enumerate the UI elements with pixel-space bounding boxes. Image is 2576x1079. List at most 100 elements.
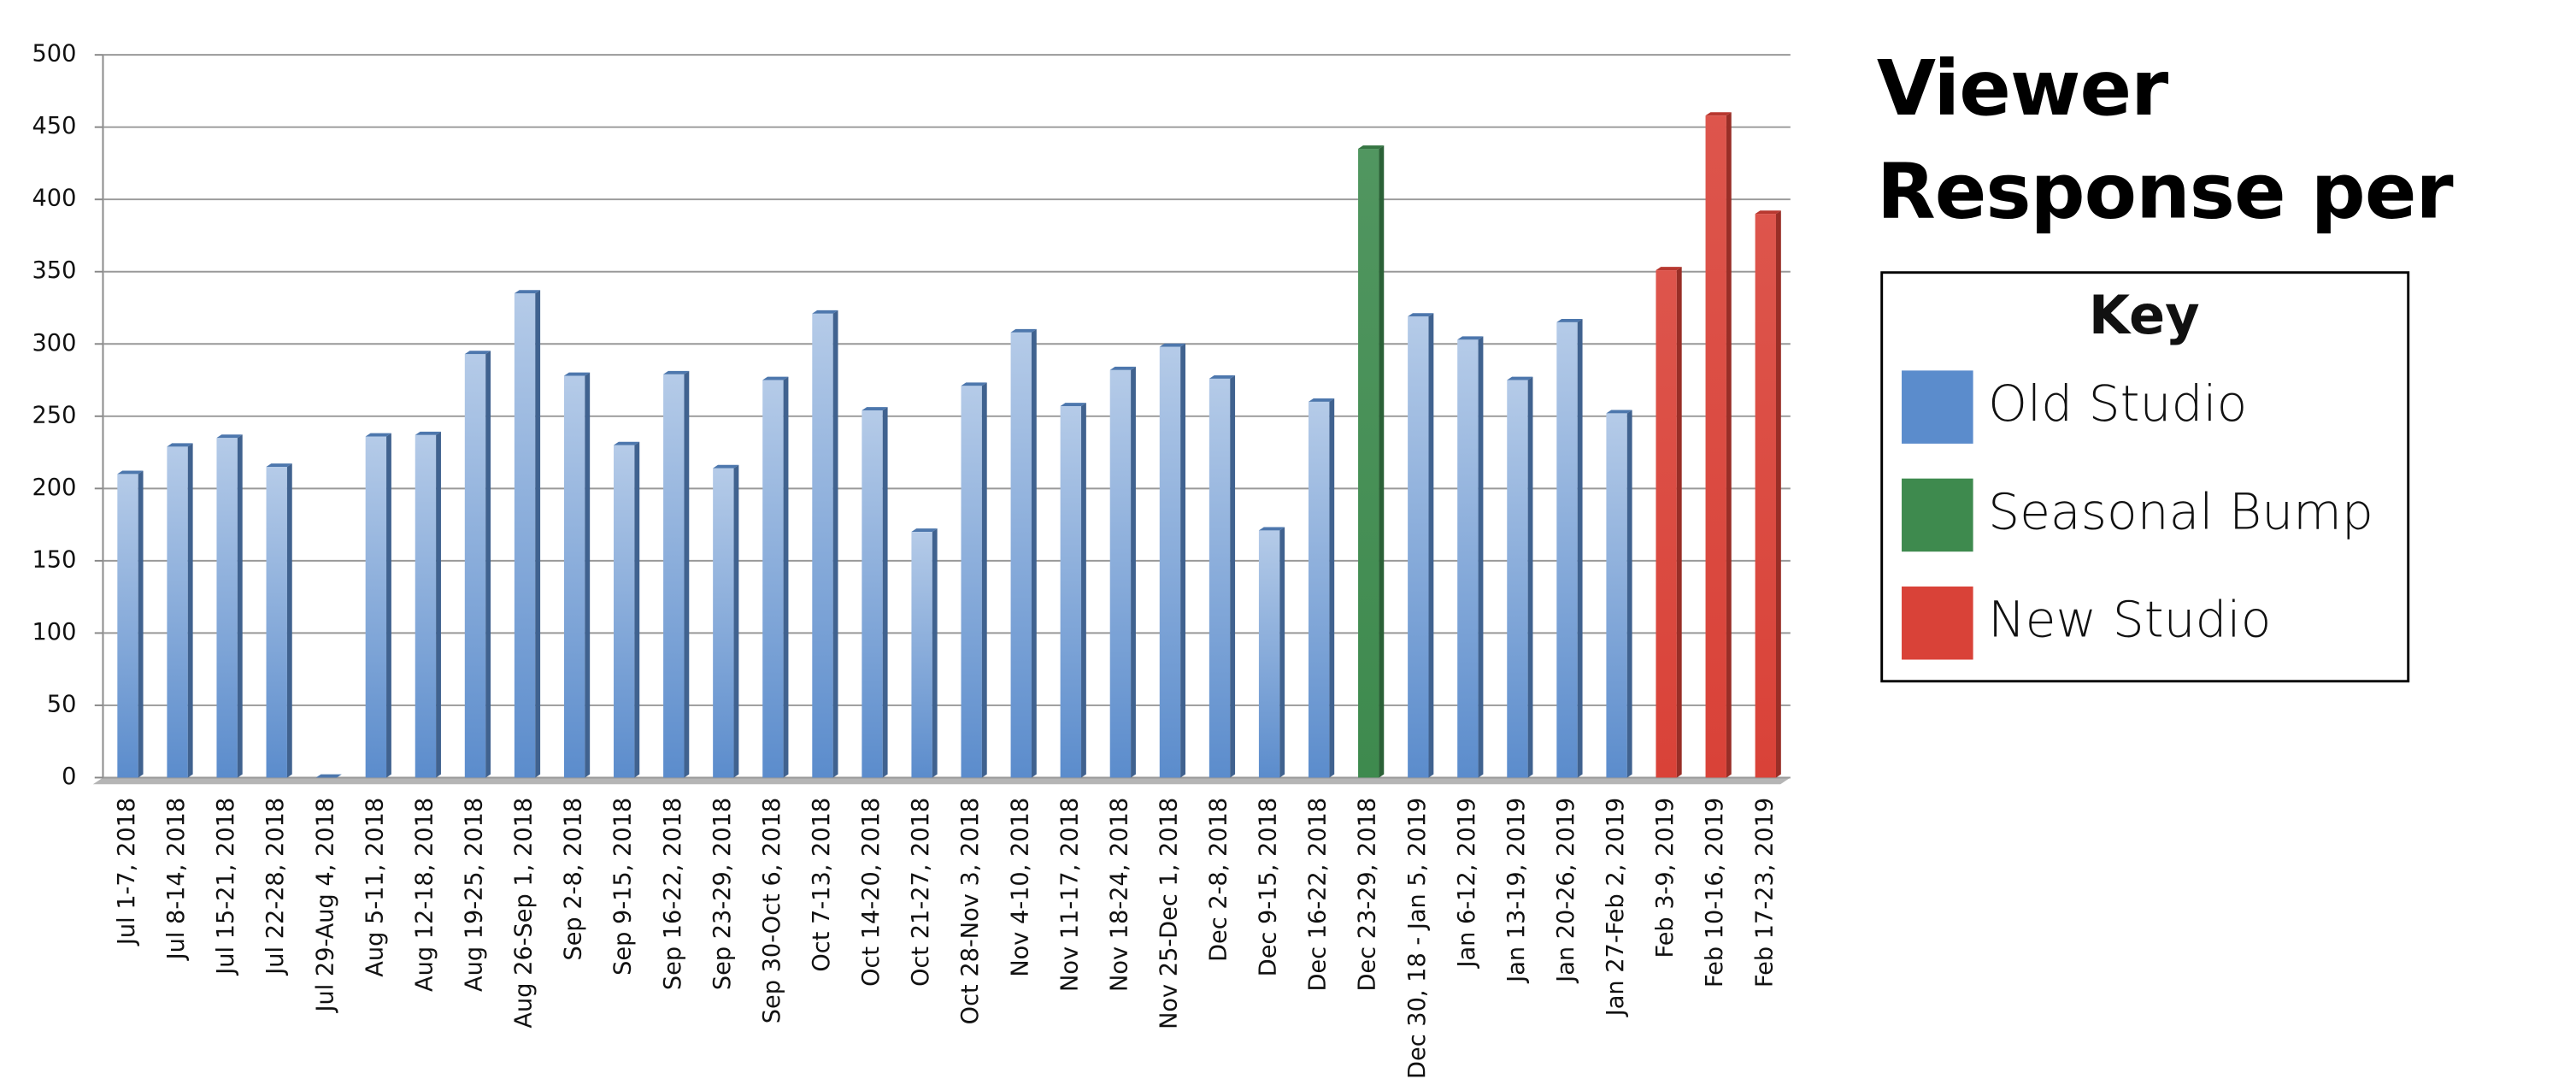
- bar: [216, 438, 238, 778]
- x-tick-label: Feb 17-23, 2019: [1751, 798, 1778, 988]
- bar: [1159, 346, 1181, 778]
- y-tick-label: 0: [62, 764, 76, 790]
- bar-side: [1379, 145, 1385, 778]
- bar-top: [1308, 398, 1335, 402]
- x-tick-label: Feb 3-9, 2019: [1652, 798, 1679, 958]
- bar-top: [563, 372, 591, 376]
- bar-top: [1556, 319, 1583, 322]
- bar-top: [1606, 410, 1632, 414]
- x-tick-label: Dec 16-22, 2018: [1305, 798, 1332, 992]
- bar-side: [585, 372, 591, 778]
- legend-label: Seasonal Bump: [1988, 482, 2373, 540]
- bar-side: [1775, 210, 1781, 778]
- bar-top: [862, 407, 888, 411]
- floor: [92, 777, 1791, 785]
- legend-title: Key: [2089, 284, 2200, 346]
- bar: [1656, 270, 1677, 778]
- bar-top: [614, 441, 640, 445]
- bar: [1258, 530, 1280, 778]
- bar-top: [415, 431, 441, 435]
- x-tick-label: Jan 27-Feb 2, 2019: [1603, 798, 1629, 1018]
- bar-side: [187, 443, 193, 778]
- y-tick-label: 450: [32, 113, 76, 139]
- x-tick-label: Dec 2-8, 2018: [1206, 798, 1232, 962]
- bar-side: [386, 433, 391, 778]
- bar-top: [1258, 527, 1285, 531]
- bar-side: [684, 370, 690, 778]
- bar: [1705, 115, 1726, 778]
- bar-side: [1527, 376, 1533, 778]
- bar-side: [237, 434, 243, 778]
- bar-top: [1755, 210, 1781, 215]
- y-tick-label: 50: [47, 691, 77, 717]
- x-tick-label: Dec 30, 18 - Jan 5, 2019: [1404, 798, 1431, 1079]
- x-tick-label: Aug 19-25, 2018: [462, 798, 488, 992]
- bar: [961, 386, 982, 778]
- bar-top: [1507, 376, 1533, 380]
- bar: [1308, 401, 1330, 778]
- bar-side: [1478, 336, 1484, 778]
- bar-side: [1577, 319, 1583, 778]
- bar: [1408, 316, 1429, 778]
- bar-side: [1279, 527, 1285, 778]
- bar: [1755, 214, 1776, 778]
- bar-side: [1329, 398, 1335, 778]
- bar-side: [1726, 112, 1732, 778]
- x-tick-label: Jan 6-12, 2019: [1454, 798, 1480, 970]
- bar-top: [1109, 366, 1136, 370]
- bar: [1358, 149, 1379, 778]
- bar-top: [464, 351, 491, 355]
- bar-top: [762, 376, 789, 380]
- bar-top: [1060, 403, 1086, 406]
- x-tick-label: Oct 28-Nov 3, 2018: [957, 798, 984, 1025]
- legend-swatch: [1902, 586, 1973, 660]
- bar: [167, 446, 188, 778]
- bar: [1556, 321, 1578, 778]
- x-tick-label: Feb 10-16, 2019: [1702, 798, 1728, 988]
- bar: [1060, 405, 1082, 778]
- bar: [1010, 332, 1032, 778]
- chart-title: Viewer Response per Airing: [1876, 43, 2454, 262]
- bar-top: [216, 434, 243, 439]
- x-tick-label: Jul 22-28, 2018: [262, 798, 289, 976]
- bar-side: [1031, 328, 1037, 778]
- x-tick-label: Sep 9-15, 2018: [610, 798, 637, 976]
- bar-top: [1010, 328, 1037, 333]
- bar-side: [1131, 366, 1136, 778]
- bar-top: [1457, 336, 1484, 340]
- y-tick-label: 100: [32, 619, 76, 646]
- bar-side: [1626, 410, 1632, 778]
- bar: [911, 532, 932, 778]
- x-tick-label: Oct 14-20, 2018: [858, 798, 885, 987]
- legend-label: Old Studio: [1988, 374, 2247, 433]
- bar-top: [713, 464, 739, 469]
- bar: [1606, 413, 1627, 778]
- bar-top: [365, 433, 391, 437]
- x-tick-label: Nov 25-Dec 1, 2018: [1156, 798, 1182, 1029]
- bar-side: [981, 382, 987, 778]
- bar: [762, 380, 784, 778]
- bar: [1507, 380, 1528, 778]
- bar: [862, 410, 883, 778]
- bar: [365, 436, 387, 778]
- legend-swatch: [1902, 370, 1973, 444]
- bar-side: [882, 407, 888, 778]
- y-tick-label: 300: [32, 330, 76, 357]
- bar-top: [167, 443, 193, 447]
- bar-side: [783, 376, 789, 778]
- bar-side: [1230, 374, 1236, 778]
- bar-top: [1209, 374, 1236, 379]
- bar-top: [1358, 145, 1385, 150]
- x-tick-label: Aug 26-Sep 1, 2018: [511, 798, 538, 1029]
- bar-side: [485, 351, 491, 778]
- bar: [1457, 339, 1479, 778]
- bar: [415, 434, 437, 778]
- x-tick-label: Nov 18-24, 2018: [1106, 798, 1132, 992]
- legend-label: New Studio: [1988, 591, 2271, 649]
- bar: [514, 293, 536, 778]
- x-tick-label: Jul 29-Aug 4, 2018: [312, 798, 338, 1014]
- bar-side: [1180, 343, 1185, 778]
- x-tick-label: Dec 9-15, 2018: [1256, 798, 1282, 976]
